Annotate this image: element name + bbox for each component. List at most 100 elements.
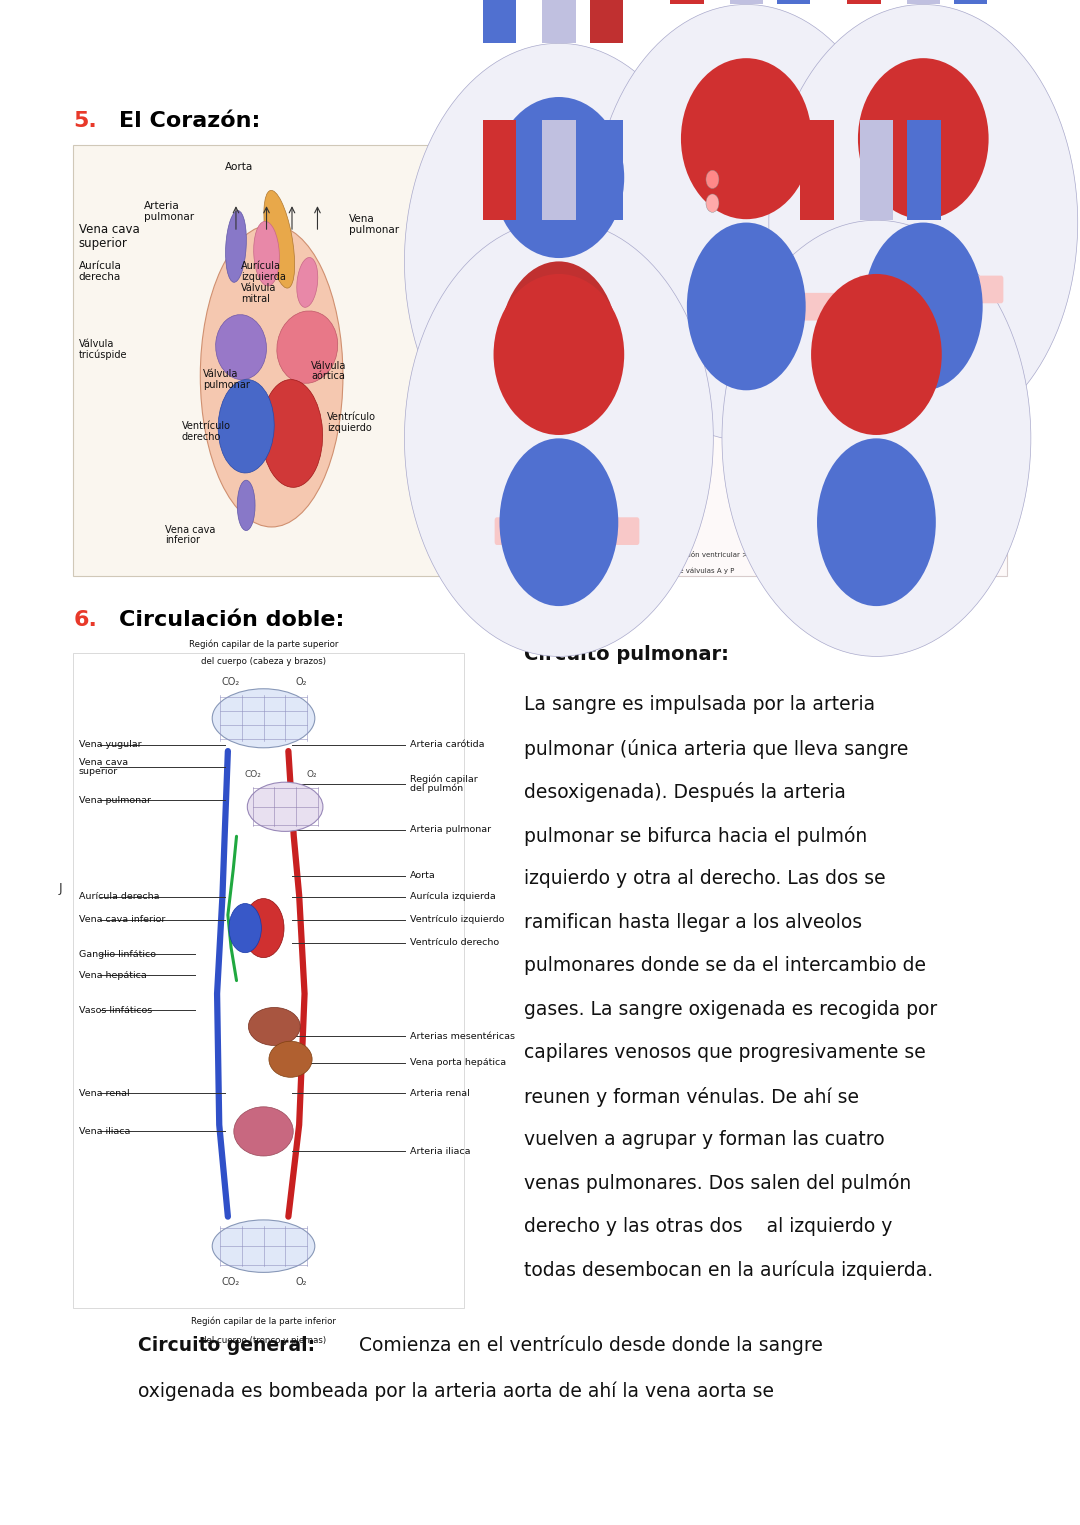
Ellipse shape — [680, 58, 812, 220]
Ellipse shape — [261, 380, 323, 488]
Text: Vena iliaca: Vena iliaca — [79, 1127, 131, 1136]
Text: Válvula
aórtica: Válvula aórtica — [311, 360, 347, 381]
Text: del cuerpo (cabeza y brazos): del cuerpo (cabeza y brazos) — [201, 657, 326, 666]
Text: desoxigenada). Después la arteria: desoxigenada). Después la arteria — [524, 782, 846, 802]
Bar — [590, 119, 623, 220]
Text: izquierdo y otra al derecho. Las dos se: izquierdo y otra al derecho. Las dos se — [524, 869, 886, 888]
Text: del cuerpo (tronco y piernas): del cuerpo (tronco y piernas) — [201, 1336, 326, 1345]
Text: Región capilar
del pulmón: Región capilar del pulmón — [410, 775, 478, 793]
FancyBboxPatch shape — [73, 145, 470, 576]
Bar — [800, 119, 834, 220]
Text: @sofisio_med: @sofisio_med — [497, 558, 555, 567]
Text: 6.: 6. — [73, 610, 97, 630]
Text: Vena renal: Vena renal — [79, 1089, 130, 1098]
Text: • Llenado ventricular del 30% Faltante.: • Llenado ventricular del 30% Faltante. — [861, 264, 998, 270]
Text: O₂: O₂ — [307, 770, 318, 779]
Text: Región capilar de la parte inferior: Región capilar de la parte inferior — [191, 1316, 336, 1325]
Text: Vena hepática: Vena hepática — [79, 971, 147, 981]
Text: Aorta: Aorta — [410, 871, 436, 880]
Text: Vena yugular: Vena yugular — [79, 740, 141, 749]
Text: • Presión Auricular > presión ventricular: • Presión Auricular > presión ventricula… — [713, 206, 854, 212]
Bar — [730, 0, 762, 5]
Text: • válvulas Semilunares (A y P) cerradas: • válvulas Semilunares (A y P) cerradas — [757, 485, 895, 491]
FancyBboxPatch shape — [495, 310, 639, 339]
Text: Ventrículo derecho: Ventrículo derecho — [410, 938, 500, 947]
Text: ↓ Presión del VI rápidamente: ↓ Presión del VI rápidamente — [497, 281, 603, 288]
Ellipse shape — [297, 258, 318, 308]
Text: Hígado: Hígado — [254, 1022, 284, 1031]
Circle shape — [706, 194, 719, 212]
Ellipse shape — [226, 210, 246, 282]
Circle shape — [721, 220, 1030, 656]
Bar — [907, 119, 941, 220]
Ellipse shape — [499, 438, 618, 605]
Ellipse shape — [811, 274, 942, 435]
FancyBboxPatch shape — [73, 653, 464, 1308]
Text: • No hay contracción Auricular: • No hay contracción Auricular — [713, 273, 821, 279]
Text: todas desembocan en la aurícula izquierda.: todas desembocan en la aurícula izquierd… — [524, 1260, 933, 1279]
Ellipse shape — [494, 274, 624, 435]
Bar — [671, 0, 703, 5]
Text: CO₂: CO₂ — [244, 770, 261, 779]
Text: Arteria iliaca: Arteria iliaca — [410, 1147, 471, 1156]
Text: Arteria carótida: Arteria carótida — [410, 740, 485, 749]
Text: O₂: O₂ — [296, 677, 307, 688]
Text: • Ventrículos se contraen: • Ventrículos se contraen — [757, 422, 846, 429]
Ellipse shape — [212, 689, 315, 747]
Text: Ganglio linfático: Ganglio linfático — [79, 950, 156, 959]
Text: 1: 1 — [254, 923, 262, 933]
Text: Tracto
digestivo: Tracto digestivo — [271, 1054, 310, 1066]
Text: Aurícula derecha: Aurícula derecha — [79, 892, 160, 901]
Text: vuelven a agrupar y forman las cuatro: vuelven a agrupar y forman las cuatro — [524, 1130, 885, 1148]
Ellipse shape — [248, 1008, 300, 1046]
Text: • Válvulas Av abiertas: • Válvulas Av abiertas — [713, 227, 789, 233]
Text: derecho y las otras dos    al izquierdo y: derecho y las otras dos al izquierdo y — [524, 1217, 892, 1235]
Text: Válvula
tricúspide: Válvula tricúspide — [79, 339, 127, 360]
Ellipse shape — [816, 438, 935, 605]
Text: Ventrículo
izquierdo: Ventrículo izquierdo — [327, 412, 376, 433]
Text: capilares venosos que progresivamente se: capilares venosos que progresivamente se — [524, 1043, 926, 1061]
Text: Llenado rápido: Llenado rápido — [717, 175, 771, 181]
Text: Contracción isovoluméTrica: Contracción isovoluméTrica — [788, 383, 932, 392]
Text: *Al final: Presión ventricular > presión Aórtica(↓ mmHg) →: *Al final: Presión ventricular > presión… — [643, 551, 848, 558]
Text: Circulación doble:: Circulación doble: — [119, 610, 345, 630]
Text: Aurícula
izquierda
Válvula
mitral: Aurícula izquierda Válvula mitral — [241, 261, 286, 303]
Text: • Presión ventricular > Presión Aórtica: • Presión ventricular > Presión Aórtica — [497, 422, 632, 429]
Ellipse shape — [499, 261, 618, 429]
Text: Eyección: Eyección — [497, 383, 546, 393]
Ellipse shape — [858, 58, 988, 220]
Ellipse shape — [247, 782, 323, 831]
Text: Llenado lento (diastasis): Llenado lento (diastasis) — [717, 198, 806, 204]
Ellipse shape — [269, 1042, 312, 1077]
Text: La sangre es impulsada por la arteria: La sangre es impulsada por la arteria — [524, 695, 875, 714]
Ellipse shape — [233, 1107, 294, 1156]
Text: • válvulas Av cerradas: • válvulas Av cerradas — [497, 233, 578, 239]
Text: • Presión ventricular > Presión Auricular: • Presión ventricular > Presión Auricula… — [757, 444, 899, 448]
Text: Aurícula
derecha: Aurícula derecha — [79, 261, 122, 282]
Text: Aórtica.: Aórtica. — [497, 526, 528, 532]
Text: ↓ Presión Aórtica (3a mmHg): ↓ Presión Aórtica (3a mmHg) — [497, 305, 603, 313]
Text: pulmonar (única arteria que lleva sangre: pulmonar (única arteria que lleva sangre — [524, 738, 908, 759]
Text: • válvulas Semilunares (A y P) abiertas: • válvulas Semilunares (A y P) abiertas — [497, 444, 633, 450]
Text: Ventrículo
derecho: Ventrículo derecho — [181, 421, 230, 442]
Ellipse shape — [254, 221, 280, 285]
Text: Comienza en el ventrículo desde donde la sangre: Comienza en el ventrículo desde donde la… — [347, 1336, 823, 1356]
Text: • válvulas Av cerradas: • válvulas Av cerradas — [497, 401, 576, 407]
Text: • no hay variaciones del volumen: • no hay variaciones del volumen — [757, 505, 875, 511]
FancyBboxPatch shape — [859, 276, 1003, 303]
Text: CO₂: CO₂ — [222, 1278, 240, 1287]
Text: Vena
pulmonar: Vena pulmonar — [349, 214, 399, 235]
Ellipse shape — [264, 191, 295, 288]
Text: oxigenada es bombeada por la arteria aorta de ahí la vena aorta se: oxigenada es bombeada por la arteria aor… — [138, 1382, 774, 1401]
Text: 0.8 segundos: 0.8 segundos — [694, 357, 773, 369]
Text: volumen telediastólico: 70 ml: volumen telediastólico: 70 ml — [515, 319, 619, 325]
Text: Relajación isovoluméTrica: Relajación isovoluméTrica — [497, 162, 632, 172]
Text: • no hay variaciones del volumen: • no hay variaciones del volumen — [497, 258, 618, 264]
Text: • Llenado ventricular del 70% Sistólico.: • Llenado ventricular del 70% Sistólico. — [713, 294, 851, 300]
Bar — [542, 119, 576, 220]
Text: Apertura de válvulas A y P: Apertura de válvulas A y P — [643, 567, 734, 575]
Text: Ventrículo izquierdo: Ventrículo izquierdo — [410, 915, 504, 924]
Ellipse shape — [218, 380, 274, 473]
Ellipse shape — [276, 311, 338, 383]
Text: volumen de eyección: 70 ml: volumen de eyección: 70 ml — [517, 528, 617, 535]
